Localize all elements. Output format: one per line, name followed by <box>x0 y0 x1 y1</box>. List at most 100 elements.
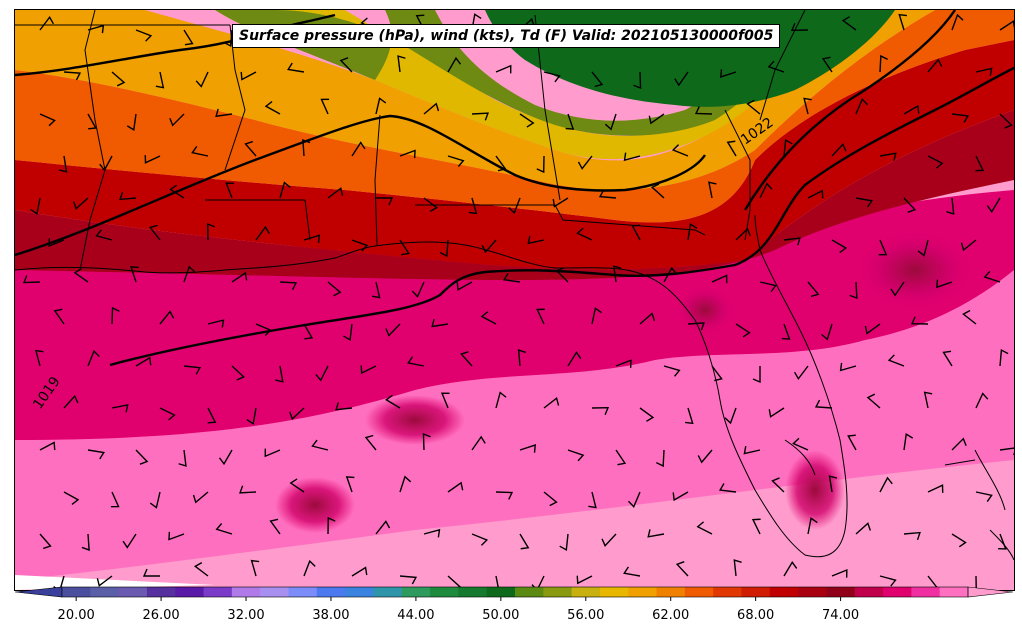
wind-barb <box>399 149 416 159</box>
wind-barb <box>519 444 537 453</box>
wind-barb <box>927 58 943 73</box>
wind-barb <box>898 13 907 31</box>
wind-barb <box>111 404 129 413</box>
wind-barb <box>110 491 120 508</box>
wind-barb <box>615 359 632 368</box>
wind-barb <box>320 98 330 115</box>
wind-barb <box>687 322 705 331</box>
colorbar-segment <box>741 587 771 597</box>
wind-barb <box>697 449 713 464</box>
wind-barb <box>495 491 514 500</box>
wind-barb <box>423 197 439 213</box>
wind-barb <box>733 559 742 577</box>
wind-barb <box>335 402 353 411</box>
wind-barb <box>604 113 617 131</box>
wind-barb <box>803 97 812 115</box>
wind-barb <box>411 281 425 298</box>
wind-barb <box>351 566 368 577</box>
wind-barb <box>903 433 914 451</box>
wind-barb <box>771 477 785 493</box>
wind-barb <box>63 71 82 81</box>
wind-barb <box>612 265 622 283</box>
wind-barb <box>58 155 68 173</box>
wind-barb <box>601 533 617 547</box>
wind-barb <box>623 566 641 577</box>
colorbar-segment <box>798 587 827 597</box>
dewpoint-fill-64 <box>15 110 1014 280</box>
wind-barb <box>999 348 1009 367</box>
wind-barb <box>327 516 336 535</box>
wind-barb <box>903 197 917 213</box>
wind-barb <box>53 308 65 325</box>
wind-barb <box>225 182 234 199</box>
wind-barb <box>95 229 113 241</box>
wind-barb <box>431 318 449 328</box>
wind-barb <box>752 366 761 384</box>
wind-barb <box>567 351 582 367</box>
wind-barb <box>674 71 689 87</box>
wind-barb <box>246 407 257 425</box>
wind-barb <box>364 434 377 451</box>
wind-barb <box>631 224 641 241</box>
wind-barb <box>656 449 665 468</box>
wind-barb <box>169 184 185 199</box>
wind-barb <box>63 491 80 505</box>
wind-barb <box>855 98 869 115</box>
wind-barb <box>849 281 858 300</box>
wind-barb <box>576 227 593 241</box>
colorbar-segment <box>769 587 799 597</box>
wind-barb <box>718 483 737 493</box>
wind-barb <box>345 476 355 493</box>
wind-barb <box>264 101 281 115</box>
wind-barb <box>39 441 56 451</box>
wind-barb <box>169 113 185 127</box>
wind-barb <box>503 272 521 283</box>
wind-barb <box>591 407 610 416</box>
wind-barb <box>565 113 575 130</box>
isobar <box>15 13 336 77</box>
wind-barb <box>559 533 569 552</box>
wind-barb <box>351 141 366 157</box>
wind-barb <box>864 323 881 335</box>
wind-barb <box>371 281 381 299</box>
wind-barb <box>903 104 920 115</box>
map-panel: 1019 1022 Surface pressure (hPa), wind (… <box>14 9 1015 591</box>
colorbar-segment <box>90 587 120 597</box>
wind-barb <box>942 350 953 367</box>
wind-barb <box>719 69 737 78</box>
isobar <box>743 10 956 211</box>
dewpoint-fill-48 <box>95 10 805 136</box>
wind-barb <box>671 144 689 157</box>
colorbar <box>14 586 1014 601</box>
wind-barb <box>519 113 535 128</box>
wind-barb <box>111 306 120 325</box>
colorbar-segment <box>373 587 403 597</box>
wind-barb <box>951 533 967 548</box>
wind-barb <box>215 108 233 118</box>
wind-barb <box>471 533 489 546</box>
wind-barb <box>855 197 873 208</box>
wind-barb <box>923 391 933 409</box>
wind-barb <box>878 239 888 256</box>
colorbar-segment <box>175 587 205 597</box>
wind-barb <box>238 485 257 494</box>
wind-barb <box>687 223 698 241</box>
wind-barb <box>244 140 257 157</box>
colorbar-segment <box>486 587 516 597</box>
wind-barb <box>615 449 627 466</box>
wind-barb <box>360 365 377 375</box>
wind-barb <box>751 518 761 535</box>
colorbar-segments <box>14 586 1014 601</box>
wind-barb <box>193 561 209 577</box>
wind-barb <box>879 54 888 73</box>
wind-barb <box>399 475 412 493</box>
colorbar-segment <box>146 587 176 597</box>
colorbar-segment <box>571 587 601 597</box>
wind-barb <box>399 575 418 585</box>
wind-barb <box>231 365 245 381</box>
isobar <box>15 114 706 257</box>
wind-barb <box>148 224 161 241</box>
wind-barb <box>831 239 848 254</box>
wind-barb <box>588 491 597 509</box>
wind-barb <box>287 62 305 73</box>
